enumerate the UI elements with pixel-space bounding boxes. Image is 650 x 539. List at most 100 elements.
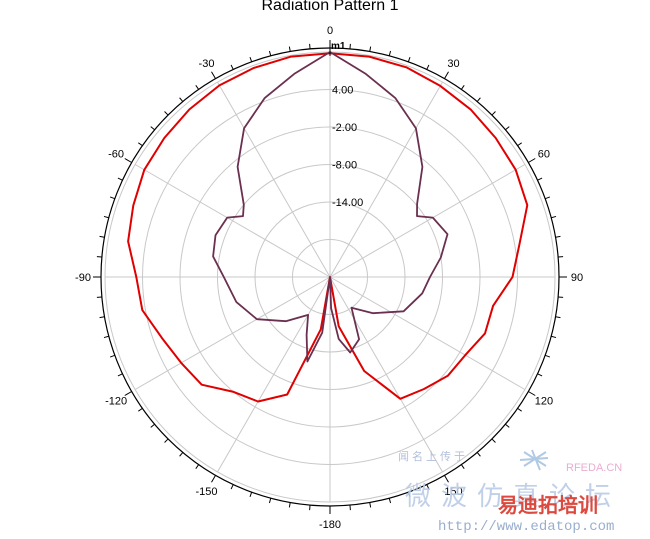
angle-tick <box>517 142 522 147</box>
angle-tick-label: -120 <box>105 396 127 408</box>
angle-tick <box>407 492 411 498</box>
angle-tick <box>268 50 272 56</box>
angle-tick <box>407 56 411 62</box>
angle-tick <box>138 142 143 147</box>
angle-tick <box>369 46 372 52</box>
dragonfly-icon <box>519 449 549 471</box>
angle-tick <box>517 407 522 412</box>
angle-tick <box>138 407 143 412</box>
angle-tick <box>537 373 543 377</box>
angle-tick <box>537 177 543 181</box>
angle-tick <box>211 71 216 79</box>
angle-tick <box>505 126 510 131</box>
angle-tick <box>249 56 253 62</box>
radial-tick-label: -8.00 <box>332 160 357 172</box>
angle-tick <box>230 484 234 490</box>
angle-tick <box>545 354 551 358</box>
grid-spoke <box>329 276 526 390</box>
angle-tick <box>99 316 105 319</box>
angle-tick-label: 120 <box>535 396 553 408</box>
angle-tick <box>491 111 496 116</box>
chart-title: Radiation Pattern 1 <box>262 0 399 14</box>
angle-tick <box>230 64 234 70</box>
angle-tick <box>555 235 561 238</box>
angle-tick <box>103 335 109 339</box>
angle-tick <box>109 196 115 200</box>
angle-tick-label: 30 <box>447 58 459 70</box>
angle-tick-label: -30 <box>199 58 215 70</box>
angle-tick <box>164 438 169 443</box>
angle-tick <box>124 158 132 163</box>
angle-tick <box>476 452 481 457</box>
angle-tick <box>195 464 200 469</box>
angle-tick <box>117 373 123 377</box>
angle-tick <box>179 452 184 457</box>
angle-tick <box>426 484 430 490</box>
angle-tick <box>369 502 372 508</box>
marker-label: m1 <box>331 41 346 52</box>
angle-tick <box>460 464 465 469</box>
radial-tick-label: 4.00 <box>332 85 353 97</box>
angle-tick <box>195 85 200 90</box>
angle-tick <box>179 97 184 102</box>
angle-tick-labels: 0 30 60 90 120 150 -180 -150 -120 -90 -60 -30 <box>75 25 583 531</box>
angle-tick <box>426 64 430 70</box>
watermark-brand: 易迪拓培训 <box>498 493 598 517</box>
angle-tick <box>551 215 557 219</box>
angle-tick <box>164 111 169 116</box>
watermark-cn-small: 闻名上传于 <box>398 449 468 463</box>
angle-tick <box>103 215 109 219</box>
angle-tick <box>444 475 449 483</box>
angle-tick-label: -90 <box>75 272 91 284</box>
angle-tick <box>528 391 536 396</box>
angle-tick <box>109 354 115 358</box>
angle-tick <box>388 498 392 504</box>
angle-tick <box>388 50 392 56</box>
angle-tick <box>460 85 465 90</box>
angle-tick-label: -60 <box>108 149 124 161</box>
angle-tick-label: 0 <box>327 25 333 37</box>
angle-tick <box>99 235 105 238</box>
radial-tick-label: -14.00 <box>332 197 363 209</box>
angle-tick <box>150 126 155 131</box>
angle-tick-label: -180 <box>319 519 341 531</box>
pattern-series-line <box>212 51 449 363</box>
grid-spoke <box>134 276 331 390</box>
grid-spoke <box>217 81 331 278</box>
angle-tick-label: 90 <box>571 272 583 284</box>
angle-tick-label: 60 <box>538 149 550 161</box>
angle-tick <box>505 423 510 428</box>
radial-tick-labels: 4.00 -2.00 -8.00 -14.00 <box>332 85 363 210</box>
polar-grid <box>104 51 556 503</box>
grid-spoke <box>329 81 443 278</box>
angle-tick <box>249 492 253 498</box>
radial-tick-label: -2.00 <box>332 122 357 134</box>
angle-tick <box>491 438 496 443</box>
angle-tick <box>288 502 291 508</box>
angle-tick <box>528 158 536 163</box>
grid-spoke <box>134 164 331 278</box>
angle-tick <box>476 97 481 102</box>
angle-tick <box>268 498 272 504</box>
angle-tick <box>211 475 216 483</box>
angle-tick <box>124 391 132 396</box>
angle-tick <box>288 46 291 52</box>
angle-tick <box>117 177 123 181</box>
grid-spoke <box>329 276 443 473</box>
watermark-rfeda: RFEDA.CN <box>566 462 622 474</box>
angle-tick <box>555 316 561 319</box>
watermark: 闻名上传于 RFEDA.CN 微波仿真论坛 易迪拓培训 http://www.e… <box>398 449 622 535</box>
angle-tick <box>545 196 551 200</box>
angle-tick <box>551 335 557 339</box>
marker-m1: m1 <box>329 41 346 56</box>
grid-spoke <box>217 276 331 473</box>
angle-tick-label: -150 <box>195 486 217 498</box>
watermark-cn-large: 微波仿真论坛 <box>405 482 621 512</box>
watermark-url: http://www.edatop.com <box>438 519 614 535</box>
angle-tick <box>150 423 155 428</box>
angle-tick-label: 150 <box>444 486 462 498</box>
angle-tick <box>444 71 449 79</box>
grid-spoke <box>329 164 526 278</box>
pattern-curves <box>127 51 529 403</box>
